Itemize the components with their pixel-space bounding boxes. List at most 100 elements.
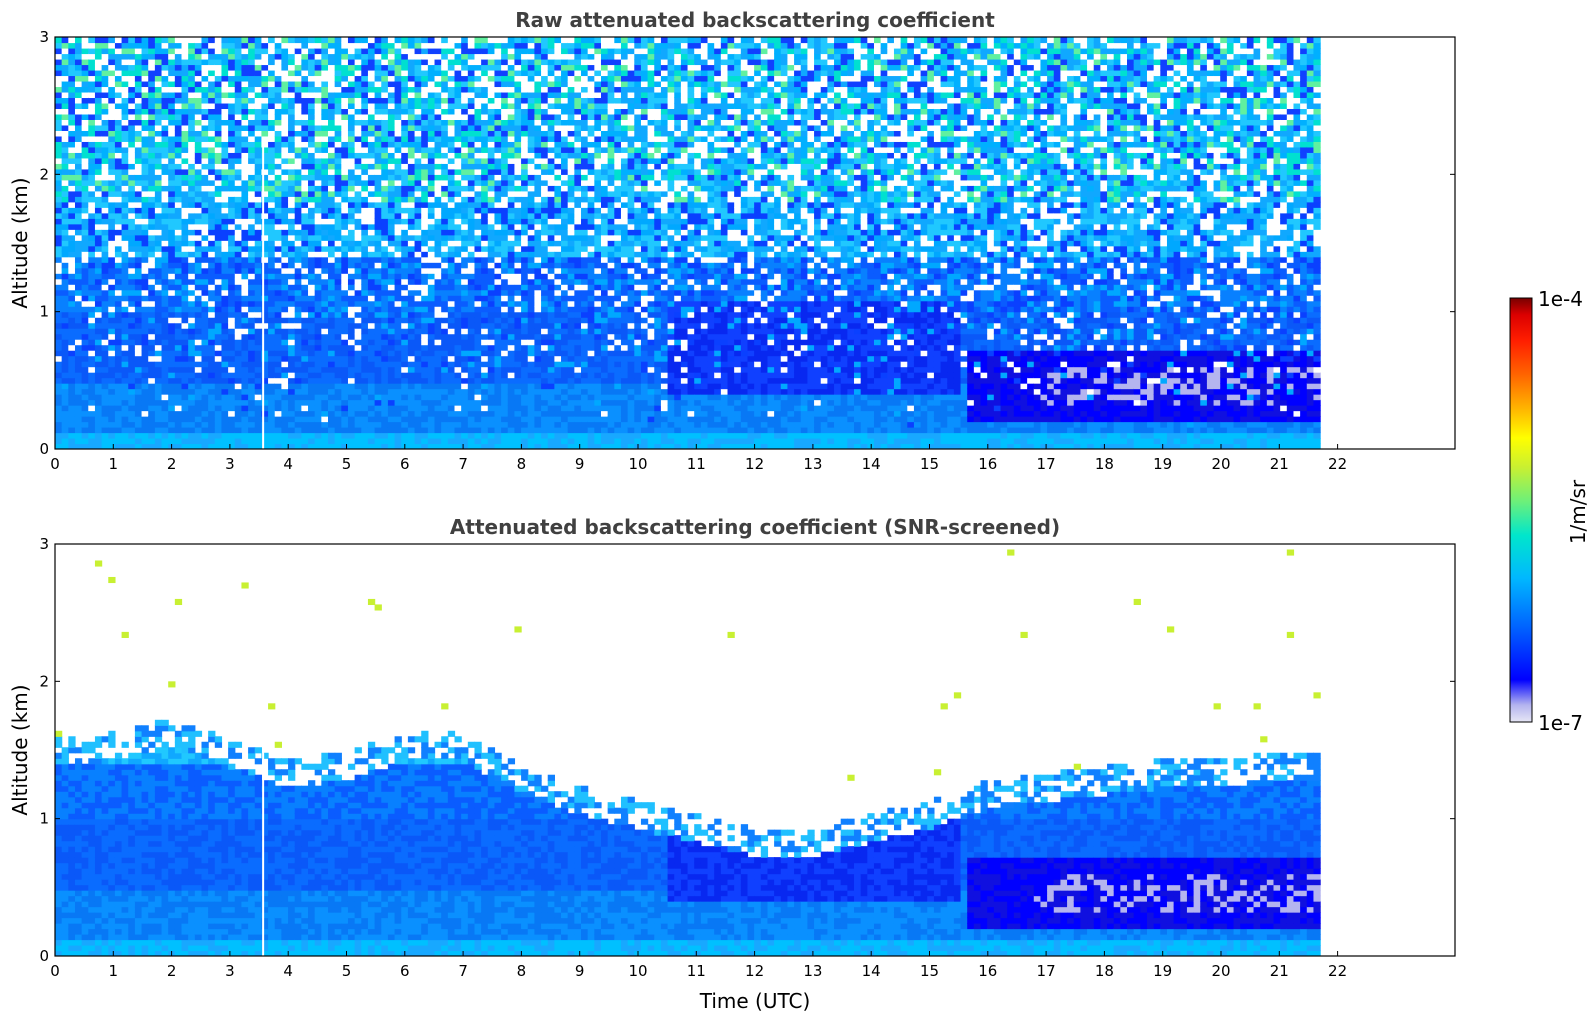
heatmap-cell [268,344,276,351]
heatmap-cell [407,306,416,313]
heatmap-cell [347,350,356,357]
heatmap-cell [174,278,183,285]
heatmap-cell [367,306,376,313]
heatmap-cell [74,300,83,307]
heatmap-cell [361,146,369,153]
heatmap-cell [181,196,189,203]
heatmap-cell [61,75,69,82]
heatmap-cell [481,47,489,55]
heatmap-cell [241,394,249,401]
heatmap-cell [321,394,329,401]
heatmap-cell [414,322,422,329]
heatmap-cell [174,64,183,71]
heatmap-cell [221,58,229,66]
heatmap-cell [361,229,369,236]
heatmap-cell [88,295,96,302]
heatmap-cell [381,405,389,412]
heatmap-cell [467,218,476,225]
heatmap-cell [221,64,229,71]
heatmap-cell [194,295,203,302]
heatmap-cell [421,245,429,252]
heatmap-cell [454,80,462,88]
heatmap-cell [481,322,489,329]
heatmap-cell [381,344,389,351]
heatmap-cell [341,339,349,346]
heatmap-cell [354,119,362,126]
heatmap-cell [361,75,369,82]
heatmap-cell [461,262,469,269]
heatmap-cell [441,350,449,357]
heatmap-cell [108,410,116,417]
heatmap-cell [294,432,302,439]
heatmap-cell [148,146,156,153]
heatmap-cell [148,300,156,307]
heatmap-cell [174,273,183,280]
heatmap-cell [188,102,196,110]
heatmap-cell [188,339,196,346]
heatmap-cell [454,47,462,55]
heatmap-cell [194,124,203,131]
heatmap-cell [228,64,236,71]
heatmap-cell [301,223,309,230]
heatmap-cell [354,416,362,423]
heatmap-cell [308,251,316,258]
heatmap-cell [301,47,309,55]
heatmap-cell [474,295,482,302]
heatmap-cell [254,130,263,137]
heatmap-cell [94,130,103,137]
heatmap-cell [407,42,416,49]
heatmap-cell [101,229,109,236]
heatmap-cell [68,416,76,423]
heatmap-cell [254,212,263,219]
heatmap-cell [487,240,496,247]
heatmap-cell [454,218,462,225]
heatmap-cell [121,75,129,82]
heatmap-cell [454,328,462,335]
heatmap-cell [148,80,156,88]
heatmap-cell [94,262,103,269]
heatmap-cell [168,113,176,120]
heatmap-cell [181,432,189,439]
heatmap-cell [188,47,196,55]
heatmap-cell [294,300,302,307]
heatmap-cell [161,388,169,395]
heatmap-cell [288,416,296,423]
heatmap-cell [394,97,402,104]
heatmap-cell [321,223,329,230]
heatmap-cell [208,245,216,252]
heatmap-cell [101,416,109,423]
heatmap-cell [474,443,482,449]
heatmap-cell [487,64,496,71]
heatmap-cell [228,372,236,379]
heatmap-cell [55,119,63,126]
heatmap-cell [148,218,156,225]
heatmap-cell [94,284,103,291]
heatmap-cell [174,102,183,110]
heatmap-cell [228,185,236,192]
heatmap-cell [208,427,216,434]
heatmap-cell [68,223,76,230]
heatmap-cell [221,185,229,192]
heatmap-cell [301,201,309,208]
heatmap-cell [81,64,89,71]
heatmap-cell [321,163,329,170]
heatmap-cell [74,86,83,93]
heatmap-cell [74,289,83,296]
heatmap-cell [487,306,496,313]
heatmap-cell [174,262,183,269]
heatmap-cell [441,322,449,329]
heatmap-cell [354,284,362,291]
heatmap-cell [467,432,476,439]
heatmap-cell [261,86,269,93]
heatmap-cell [401,317,409,324]
heatmap-cell [194,146,203,153]
heatmap-cell [101,284,109,291]
heatmap-cell [94,443,103,449]
heatmap-cell [407,339,416,346]
heatmap-cell [454,42,462,49]
heatmap-cell [354,163,362,170]
heatmap-cell [447,361,456,368]
heatmap-cell [427,306,436,313]
heatmap-cell [81,179,89,186]
heatmap-cell [321,295,329,302]
